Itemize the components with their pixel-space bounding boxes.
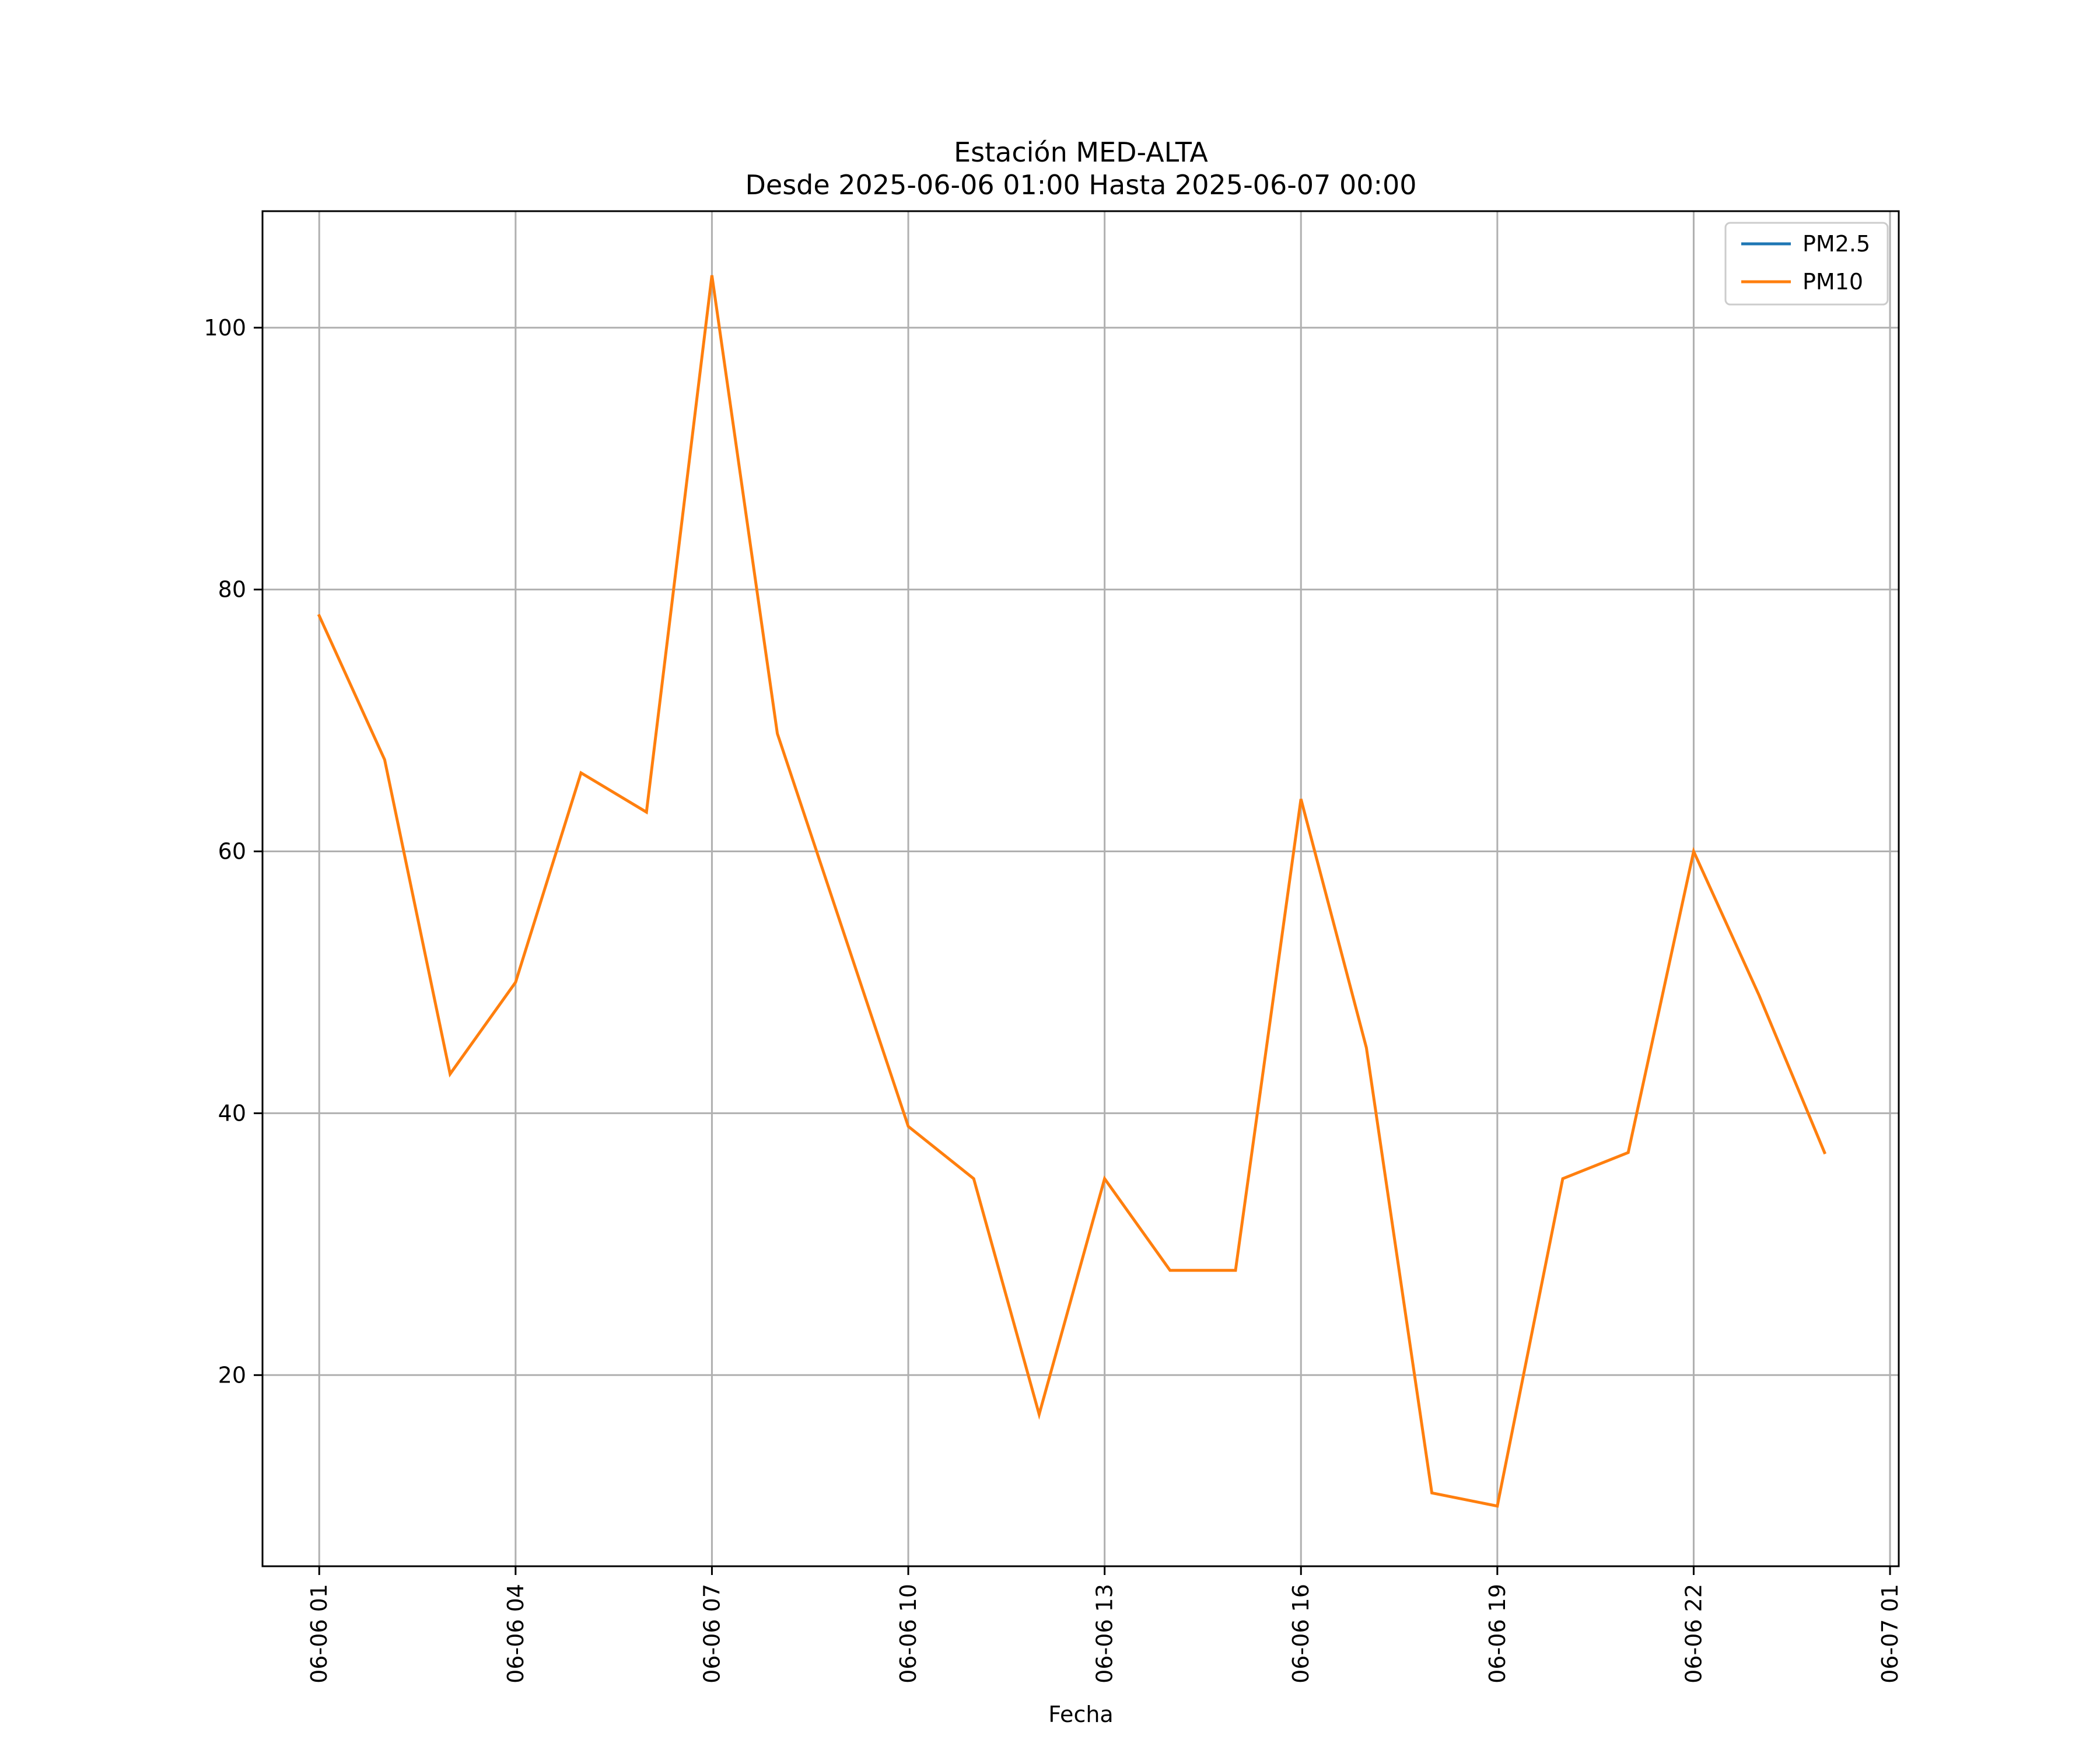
legend: PM2.5 PM10 [1724,222,1889,306]
series-layer [317,275,1827,1508]
x-tick-label: 06-06 07 [699,1584,724,1684]
y-tick-label: 80 [218,577,246,603]
y-tick-label: 60 [218,839,246,864]
legend-label-pm25: PM2.5 [1803,231,1870,257]
y-tick-label: 20 [218,1362,246,1388]
x-tick-label: 06-07 01 [1877,1584,1903,1684]
series-line-pm10 [317,275,1827,1508]
x-tick-label: 06-06 22 [1681,1584,1706,1684]
y-axis-ticks: 20 40 60 80 100 [204,315,262,1388]
x-axis-label: Fecha [1048,1702,1113,1727]
x-tick-label: 06-06 19 [1485,1584,1510,1684]
chart-subtitle: Desde 2025-06-06 01:00 Hasta 2025-06-07 … [745,169,1416,201]
x-tick-label: 06-06 16 [1288,1584,1314,1684]
x-tick-label: 06-06 10 [895,1584,921,1684]
plot-frame [261,210,1900,1567]
grid-lines [262,211,1899,1566]
x-tick-label: 06-06 13 [1092,1584,1118,1684]
legend-label-pm10: PM10 [1803,269,1863,295]
y-tick-label: 40 [218,1100,246,1126]
x-axis-ticks: 06-06 01 06-06 04 06-06 07 06-06 10 06-06 13… [306,1566,1903,1684]
y-tick-label: 100 [204,315,246,341]
chart-title: Estación MED-ALTA [954,136,1208,168]
x-tick-label: 06-06 04 [503,1584,528,1684]
x-tick-label: 06-06 01 [306,1584,332,1684]
